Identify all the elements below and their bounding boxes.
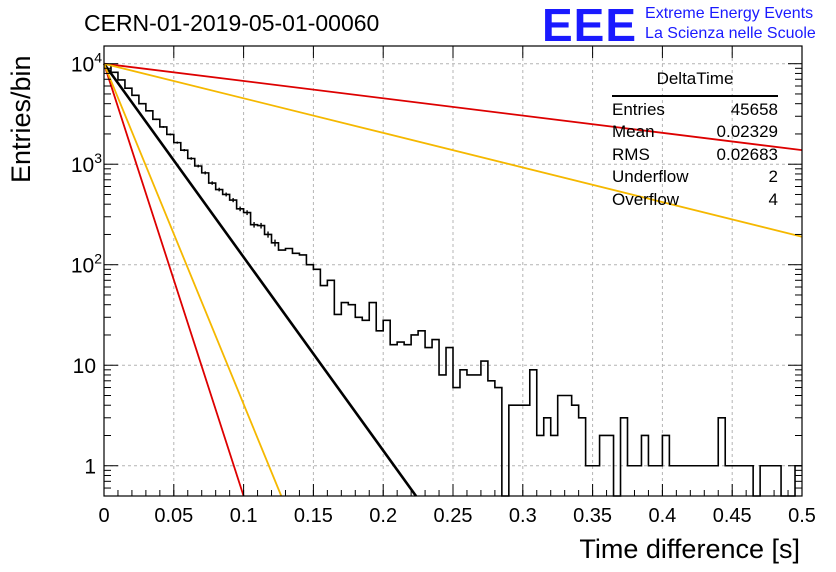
x-tick-label: 0	[98, 505, 109, 527]
series-line-black-0	[102, 62, 418, 497]
stats-value: 45658	[730, 99, 778, 119]
y-tick-label: 1	[84, 456, 96, 479]
stats-box: DeltaTime Entries 45658 Mean 0.02329 RMS…	[612, 68, 778, 211]
y-tick-label: 102	[71, 251, 102, 278]
x-tick-label: 0.05	[154, 505, 193, 527]
stats-value: 0.02329	[716, 122, 778, 141]
x-tick-label: 0.3	[509, 505, 537, 527]
x-tick-label: 0.15	[294, 505, 333, 527]
eee-logo: EEE Extreme Energy Events La Scienza nel…	[542, 2, 816, 48]
stats-value: 4	[768, 189, 778, 209]
eee-logo-text: Extreme Energy Events La Scienza nelle S…	[645, 4, 816, 44]
stats-label: Mean	[612, 122, 655, 141]
stats-label: Overflow	[612, 189, 680, 209]
stats-row-entries: Entries 45658	[612, 99, 778, 122]
series-line-red-1	[103, 63, 245, 497]
x-tick-label: 0.45	[713, 505, 752, 527]
stats-row-rms: RMS 0.02683	[612, 144, 778, 167]
logo-line-2: La Scienza nelle Scuole	[645, 25, 816, 42]
stats-row-mean: Mean 0.02329	[612, 121, 778, 144]
stats-value: 2	[768, 167, 778, 186]
y-axis-label: Entries/bin	[6, 55, 36, 183]
x-tick-label: 0.35	[573, 505, 612, 527]
x-tick-label: 0.2	[369, 505, 397, 527]
series-line-orange-2	[103, 63, 283, 497]
stats-label: Entries	[612, 99, 665, 119]
y-tick-label: 103	[71, 150, 102, 177]
stats-label: Underflow	[612, 167, 689, 186]
histogram-deltatime	[104, 63, 802, 497]
series-line-red-3	[103, 62, 803, 152]
stats-box-rule	[612, 94, 778, 97]
x-axis-label: Time difference [s]	[579, 534, 800, 564]
stats-label: RMS	[612, 144, 650, 164]
stats-row-underflow: Underflow 2	[612, 166, 778, 189]
stats-value: 0.02683	[716, 144, 778, 164]
x-tick-label: 0.5	[788, 505, 816, 527]
run-title: CERN-01-2019-05-01-00060	[84, 10, 380, 36]
x-tick-label: 0.4	[648, 505, 676, 527]
stats-box-title: DeltaTime	[656, 69, 734, 88]
logo-line-1: Extreme Energy Events	[645, 5, 814, 22]
x-tick-label: 0.1	[230, 505, 258, 527]
y-tick-label: 10	[73, 355, 96, 378]
y-tick-label: 104	[71, 50, 102, 77]
stats-row-overflow: Overflow 4	[612, 189, 778, 212]
eee-logo-mark: EEE	[542, 0, 638, 51]
x-tick-label: 0.25	[434, 505, 473, 527]
series-line-orange-4	[103, 62, 803, 238]
